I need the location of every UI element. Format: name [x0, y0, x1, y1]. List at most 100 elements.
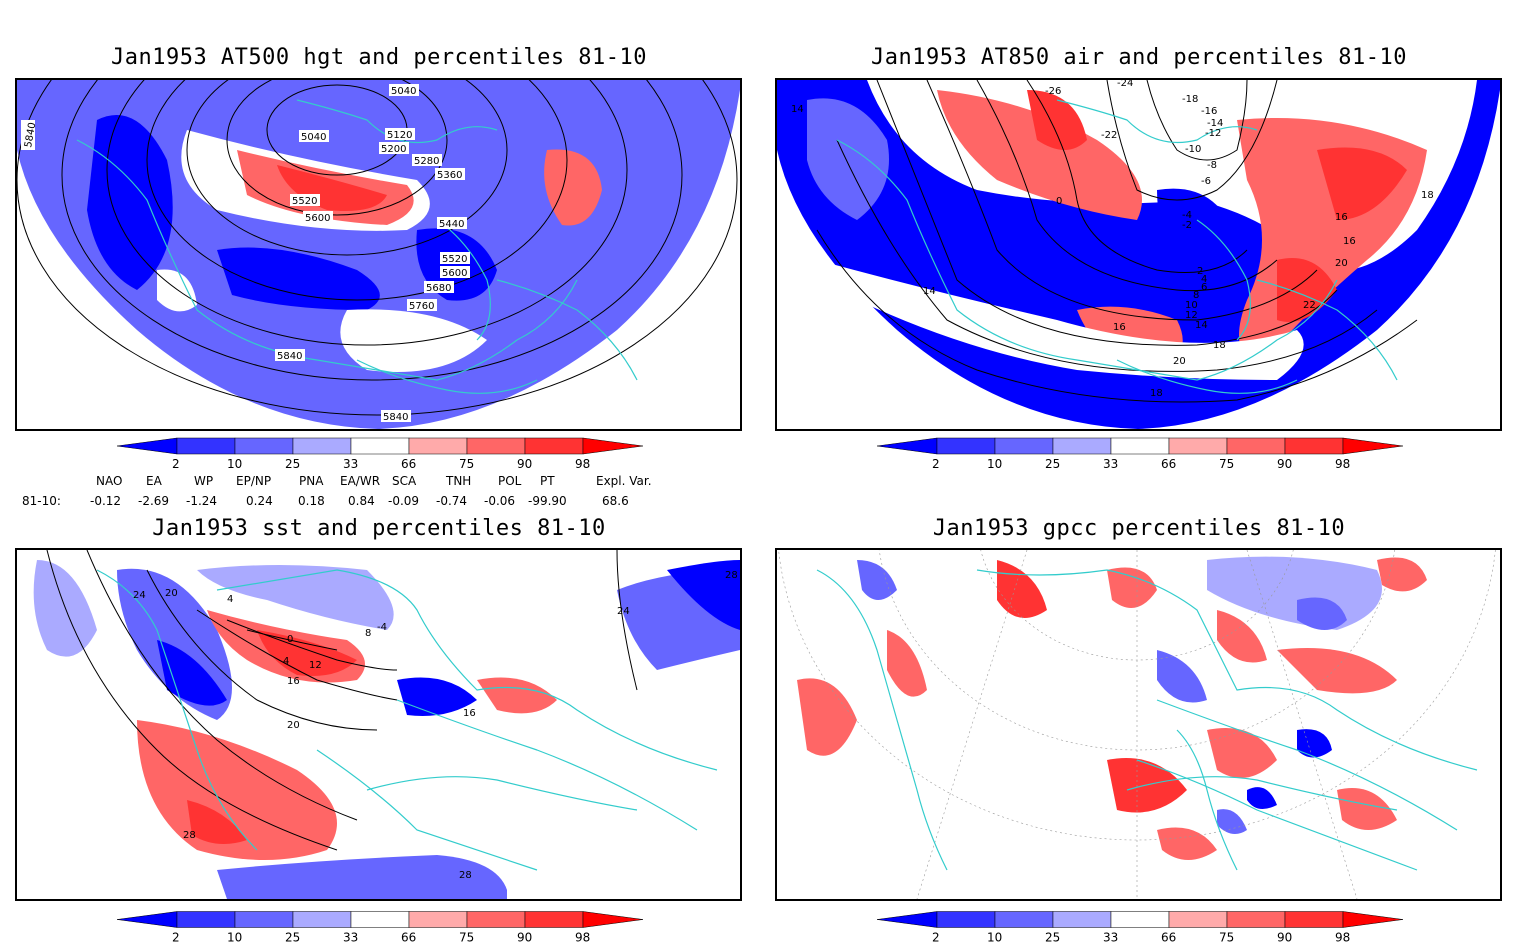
- contour-label: 18: [1150, 388, 1163, 399]
- colorbar-sst: 2 10 25 33 66 75 90 98: [117, 911, 644, 945]
- hgt-map: 5040 5040 5120 5200 5280 5360 5440 5520 …: [17, 80, 740, 429]
- index-value: -0.12: [90, 494, 122, 508]
- colorbar-label: 90: [1277, 931, 1292, 945]
- contour-label: 6: [1201, 282, 1207, 293]
- contour-label: 22: [1303, 300, 1316, 311]
- shade-blue-dark: [667, 560, 740, 630]
- colorbar-label: 33: [1103, 457, 1118, 471]
- colorbar-label: 2: [172, 457, 180, 471]
- contour-label: 8: [365, 628, 371, 639]
- colorbar-label: 90: [517, 931, 532, 945]
- colorbar-label: 66: [1161, 931, 1176, 945]
- index-value: -0.06: [484, 494, 516, 508]
- contour-label: 12: [1185, 310, 1198, 321]
- index-header: SCA: [392, 474, 417, 488]
- contour-label: 5840: [383, 412, 408, 423]
- contour-label: 20: [287, 720, 300, 731]
- contour-label: -12: [1205, 128, 1221, 139]
- colorbar-label: 90: [517, 457, 532, 471]
- shade-blue-dark: [157, 640, 227, 706]
- panel-title-air: Jan1953 AT850 air and percentiles 81-10: [870, 45, 1408, 70]
- contour-label: 5280: [414, 156, 439, 167]
- colorbar-label: 98: [1335, 931, 1350, 945]
- contour-label: -8: [1207, 160, 1217, 171]
- contour-label: 10: [1185, 300, 1198, 311]
- colorbar-label: 75: [459, 457, 474, 471]
- contour-label: 20: [165, 588, 178, 599]
- map-panel-sst: 24 20 4 0 12 16 20 28 28 24 16 4 8 -4 28: [15, 548, 742, 901]
- contour-label: 14: [923, 286, 936, 297]
- contour-label: 5600: [305, 213, 330, 224]
- map-panel-gpcc: [775, 548, 1502, 901]
- contours: [17, 80, 738, 416]
- contour-label: 5040: [391, 86, 416, 97]
- shade-neutral: [157, 269, 197, 312]
- index-value: 0.24: [246, 494, 273, 508]
- contour-label: 2: [1197, 266, 1203, 277]
- index-header: Expl. Var.: [596, 474, 652, 488]
- shade-blue: [807, 98, 889, 220]
- contour-label: 0: [287, 634, 293, 645]
- contour-label: -2: [1182, 220, 1192, 231]
- contour-label: 5440: [439, 219, 464, 230]
- contour-label: 28: [459, 870, 472, 881]
- colorbar-label: 75: [1219, 931, 1234, 945]
- index-header: EA: [146, 474, 162, 488]
- contour-label: 28: [725, 570, 738, 581]
- colorbar-label: 25: [285, 931, 300, 945]
- contour-label: 4: [227, 594, 233, 605]
- index-row-label: 81-10:: [22, 494, 61, 508]
- colorbar-label: 75: [459, 931, 474, 945]
- graticule: [778, 550, 1496, 899]
- shade-red-dark: [1277, 258, 1337, 322]
- colorbar-label: 33: [1103, 931, 1118, 945]
- colorbar-label: 2: [932, 457, 940, 471]
- shade-blue: [217, 855, 507, 899]
- index-header: PT: [540, 474, 555, 488]
- contour-label: 18: [1421, 190, 1434, 201]
- contour-label: -18: [1182, 94, 1198, 105]
- precip-shading: [797, 556, 1427, 860]
- contour-label: 5680: [426, 283, 451, 294]
- contour-label: 14: [791, 104, 804, 115]
- contour-label: -4: [377, 622, 387, 633]
- index-header: WP: [194, 474, 214, 488]
- index-header: TNH: [446, 474, 472, 488]
- panel-title-hgt: Jan1953 AT500 hgt and percentiles 81-10: [110, 45, 648, 70]
- shade-blue-pale: [197, 565, 394, 630]
- contour-label: 16: [287, 676, 300, 687]
- contour-label: -4: [1182, 210, 1192, 221]
- contour-labels: 5040 5040 5120 5200 5280 5360 5440 5520 …: [21, 84, 470, 423]
- colorbar-hgt: 2 10 25 33 66 75 90 98: [117, 437, 644, 471]
- index-value: -99.90: [528, 494, 567, 508]
- colorbar-label: 10: [227, 457, 242, 471]
- index-value: 0.84: [348, 494, 375, 508]
- colorbar-label: 33: [343, 457, 358, 471]
- contour-label: 16: [463, 708, 476, 719]
- shade-blue-dark: [217, 247, 380, 310]
- colorbar-label: 10: [227, 931, 242, 945]
- shade-red: [937, 90, 1142, 220]
- contour-label: 4: [1201, 274, 1207, 285]
- index-value: 0.18: [298, 494, 325, 508]
- colorbar-label: 25: [1045, 931, 1060, 945]
- contour-label: -26: [1045, 86, 1061, 97]
- colorbar-label: 25: [285, 457, 300, 471]
- contour-label: 20: [1173, 356, 1186, 367]
- contour-label: 28: [183, 830, 196, 841]
- shade-red-dark: [257, 630, 357, 676]
- colorbar-label: 98: [1335, 457, 1350, 471]
- index-value: -2.69: [138, 494, 170, 508]
- shade-red-dark: [277, 165, 387, 211]
- colorbar-label: 66: [1161, 457, 1176, 471]
- colorbar-label: 25: [1045, 457, 1060, 471]
- contours: [816, 80, 1418, 403]
- index-header: EP/NP: [236, 474, 272, 488]
- contour-label: 16: [1343, 236, 1356, 247]
- shade-red-dark: [1317, 147, 1407, 220]
- contour-label: 24: [617, 606, 630, 617]
- coastlines: [76, 99, 638, 394]
- contour-label: 16: [1335, 212, 1348, 223]
- contour-label: 14: [1195, 320, 1208, 331]
- contour-label: 20: [1335, 258, 1348, 269]
